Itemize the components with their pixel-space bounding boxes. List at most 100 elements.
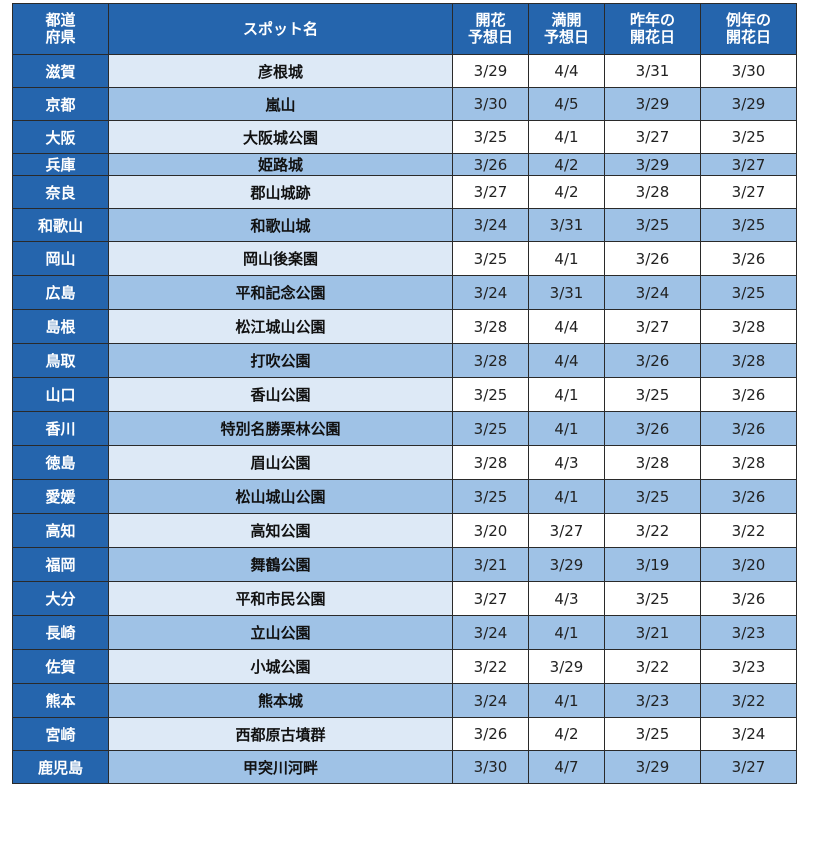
last-year-bloom-cell: 3/27 <box>604 309 701 344</box>
prefecture-cell: 福岡 <box>12 547 109 582</box>
normal-bloom-cell: 3/28 <box>700 445 797 480</box>
last-year-bloom-cell: 3/24 <box>604 275 701 310</box>
header-normal-bloom-line2: 開花日 <box>725 28 771 46</box>
full-bloom-forecast-cell: 4/1 <box>528 615 605 650</box>
full-bloom-forecast-cell: 4/2 <box>528 175 605 209</box>
table-row: 兵庫 姫路城 3/26 4/2 3/29 3/27 <box>12 153 797 176</box>
table-row: 香川 特別名勝栗林公園 3/25 4/1 3/26 3/26 <box>12 411 797 446</box>
spot-name-cell: 特別名勝栗林公園 <box>108 411 453 446</box>
normal-bloom-cell: 3/27 <box>700 175 797 209</box>
last-year-bloom-cell: 3/26 <box>604 411 701 446</box>
table-row: 大阪 大阪城公園 3/25 4/1 3/27 3/25 <box>12 120 797 154</box>
last-year-bloom-cell: 3/26 <box>604 241 701 276</box>
sakura-forecast-table: 都道 府県 スポット名 開花 予想日 満開 予想日 昨年の 開花日 例年の <box>12 3 797 784</box>
normal-bloom-cell: 3/22 <box>700 513 797 548</box>
table-row: 鹿児島 甲突川河畔 3/30 4/7 3/29 3/27 <box>12 750 797 784</box>
prefecture-cell: 熊本 <box>12 683 109 718</box>
prefecture-cell: 山口 <box>12 377 109 412</box>
table-body: 滋賀 彦根城 3/29 4/4 3/31 3/30 京都 嵐山 3/30 4/5 3/29 3/29 大… <box>12 54 797 784</box>
bloom-forecast-cell: 3/24 <box>452 615 529 650</box>
prefecture-cell: 大分 <box>12 581 109 616</box>
prefecture-cell: 島根 <box>12 309 109 344</box>
prefecture-cell: 徳島 <box>12 445 109 480</box>
bloom-forecast-cell: 3/28 <box>452 343 529 378</box>
header-normal-bloom-line1: 例年の <box>725 11 771 29</box>
header-prefecture: 都道 府県 <box>12 3 109 55</box>
full-bloom-forecast-cell: 3/31 <box>528 275 605 310</box>
bloom-forecast-cell: 3/26 <box>452 153 529 176</box>
bloom-forecast-cell: 3/27 <box>452 581 529 616</box>
header-spot: スポット名 <box>108 3 453 55</box>
last-year-bloom-cell: 3/25 <box>604 717 701 751</box>
prefecture-cell: 広島 <box>12 275 109 310</box>
spot-name-cell: 西都原古墳群 <box>108 717 453 751</box>
normal-bloom-cell: 3/26 <box>700 479 797 514</box>
table-row: 佐賀 小城公園 3/22 3/29 3/22 3/23 <box>12 649 797 684</box>
prefecture-cell: 佐賀 <box>12 649 109 684</box>
prefecture-cell: 鹿児島 <box>12 750 109 784</box>
last-year-bloom-cell: 3/21 <box>604 615 701 650</box>
table-row: 滋賀 彦根城 3/29 4/4 3/31 3/30 <box>12 54 797 88</box>
full-bloom-forecast-cell: 3/29 <box>528 547 605 582</box>
normal-bloom-cell: 3/27 <box>700 153 797 176</box>
last-year-bloom-cell: 3/28 <box>604 445 701 480</box>
normal-bloom-cell: 3/26 <box>700 241 797 276</box>
header-bloom-forecast: 開花 予想日 <box>452 3 529 55</box>
header-bloom-forecast-line1: 開花 <box>475 11 506 29</box>
full-bloom-forecast-cell: 4/1 <box>528 479 605 514</box>
spot-name-cell: 和歌山城 <box>108 208 453 242</box>
full-bloom-forecast-cell: 4/1 <box>528 241 605 276</box>
full-bloom-forecast-cell: 4/2 <box>528 153 605 176</box>
full-bloom-forecast-cell: 4/7 <box>528 750 605 784</box>
normal-bloom-cell: 3/23 <box>700 615 797 650</box>
normal-bloom-cell: 3/28 <box>700 343 797 378</box>
prefecture-cell: 香川 <box>12 411 109 446</box>
spot-name-cell: 小城公園 <box>108 649 453 684</box>
full-bloom-forecast-cell: 4/3 <box>528 445 605 480</box>
full-bloom-forecast-cell: 4/1 <box>528 377 605 412</box>
table-row: 奈良 郡山城跡 3/27 4/2 3/28 3/27 <box>12 175 797 209</box>
last-year-bloom-cell: 3/25 <box>604 377 701 412</box>
table-row: 和歌山 和歌山城 3/24 3/31 3/25 3/25 <box>12 208 797 242</box>
normal-bloom-cell: 3/22 <box>700 683 797 718</box>
normal-bloom-cell: 3/26 <box>700 581 797 616</box>
last-year-bloom-cell: 3/22 <box>604 513 701 548</box>
full-bloom-forecast-cell: 4/4 <box>528 54 605 88</box>
full-bloom-forecast-cell: 4/2 <box>528 717 605 751</box>
table-row: 長崎 立山公園 3/24 4/1 3/21 3/23 <box>12 615 797 650</box>
last-year-bloom-cell: 3/29 <box>604 153 701 176</box>
prefecture-cell: 兵庫 <box>12 153 109 176</box>
full-bloom-forecast-cell: 4/4 <box>528 343 605 378</box>
spot-name-cell: 大阪城公園 <box>108 120 453 154</box>
bloom-forecast-cell: 3/26 <box>452 717 529 751</box>
spot-name-cell: 嵐山 <box>108 87 453 121</box>
normal-bloom-cell: 3/27 <box>700 750 797 784</box>
header-last-year-bloom-line2: 開花日 <box>629 28 675 46</box>
bloom-forecast-cell: 3/25 <box>452 120 529 154</box>
normal-bloom-cell: 3/28 <box>700 309 797 344</box>
prefecture-cell: 愛媛 <box>12 479 109 514</box>
prefecture-cell: 奈良 <box>12 175 109 209</box>
spot-name-cell: 平和市民公園 <box>108 581 453 616</box>
bloom-forecast-cell: 3/27 <box>452 175 529 209</box>
spot-name-cell: 松山城山公園 <box>108 479 453 514</box>
bloom-forecast-cell: 3/22 <box>452 649 529 684</box>
bloom-forecast-cell: 3/25 <box>452 411 529 446</box>
spot-name-cell: 打吹公園 <box>108 343 453 378</box>
table-row: 徳島 眉山公園 3/28 4/3 3/28 3/28 <box>12 445 797 480</box>
prefecture-cell: 和歌山 <box>12 208 109 242</box>
bloom-forecast-cell: 3/25 <box>452 479 529 514</box>
last-year-bloom-cell: 3/29 <box>604 750 701 784</box>
table-row: 山口 香山公園 3/25 4/1 3/25 3/26 <box>12 377 797 412</box>
last-year-bloom-cell: 3/29 <box>604 87 701 121</box>
spot-name-cell: 平和記念公園 <box>108 275 453 310</box>
full-bloom-forecast-cell: 4/1 <box>528 411 605 446</box>
last-year-bloom-cell: 3/25 <box>604 581 701 616</box>
header-full-bloom-forecast-line1: 満開 <box>551 11 582 29</box>
full-bloom-forecast-cell: 4/5 <box>528 87 605 121</box>
spot-name-cell: 眉山公園 <box>108 445 453 480</box>
spot-name-cell: 高知公園 <box>108 513 453 548</box>
last-year-bloom-cell: 3/25 <box>604 208 701 242</box>
bloom-forecast-cell: 3/25 <box>452 377 529 412</box>
table-row: 京都 嵐山 3/30 4/5 3/29 3/29 <box>12 87 797 121</box>
